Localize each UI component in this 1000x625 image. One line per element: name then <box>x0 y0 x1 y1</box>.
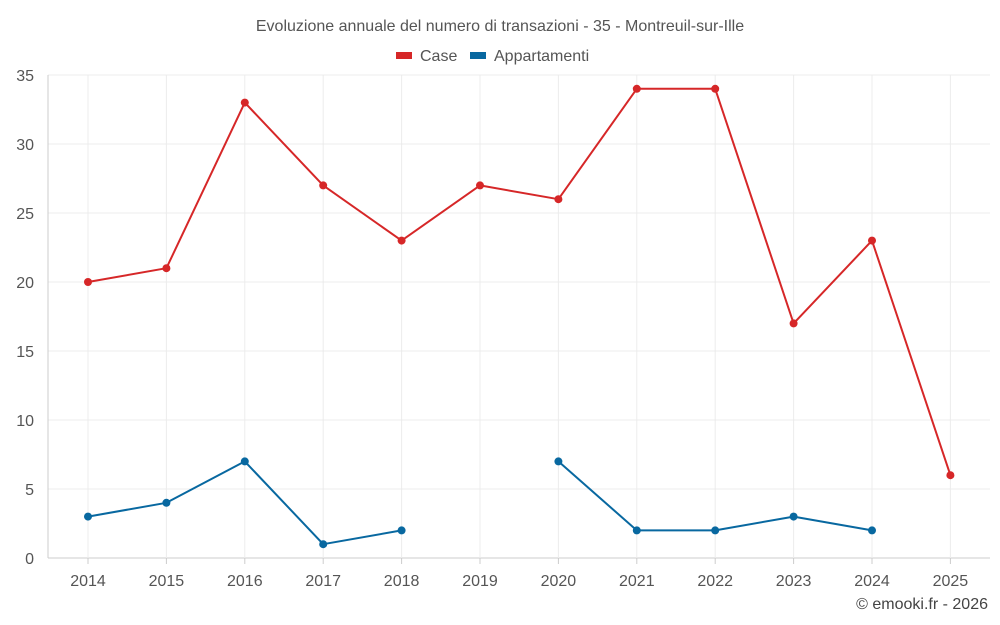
data-point[interactable] <box>711 526 720 535</box>
data-point[interactable] <box>789 319 798 328</box>
series-line <box>87 87 952 476</box>
data-point[interactable] <box>868 236 876 245</box>
data-point[interactable] <box>162 264 171 273</box>
legend: Case Appartamenti <box>396 48 589 65</box>
chart-credit: © emooki.fr - 2026 <box>856 596 988 613</box>
legend-item[interactable]: Appartamenti <box>470 48 589 65</box>
data-point[interactable] <box>554 457 563 466</box>
legend-label: Appartamenti <box>494 48 589 65</box>
y-tick-label: 10 <box>16 413 34 430</box>
y-tick-label: 35 <box>16 68 34 85</box>
data-point[interactable] <box>240 457 249 466</box>
data-point[interactable] <box>711 84 720 93</box>
legend-item[interactable]: Case <box>396 48 457 65</box>
series-case <box>84 84 955 480</box>
data-point[interactable] <box>162 498 171 507</box>
data-point[interactable] <box>476 181 484 190</box>
data-point[interactable] <box>397 236 406 245</box>
data-point[interactable] <box>397 526 406 535</box>
legend-swatch <box>396 52 412 59</box>
x-tick-label: 2022 <box>697 573 733 590</box>
legend-swatch <box>470 52 486 59</box>
data-point[interactable] <box>632 526 641 535</box>
x-tick-label: 2020 <box>541 573 577 590</box>
data-point[interactable] <box>789 512 798 521</box>
data-point[interactable] <box>84 512 92 521</box>
data-point[interactable] <box>84 278 92 286</box>
x-tick-label: 2025 <box>933 573 969 590</box>
x-tick-label: 2015 <box>149 573 185 590</box>
chart-title: Evoluzione annuale del numero di transaz… <box>256 18 744 35</box>
y-tick-label: 20 <box>16 275 34 292</box>
x-tick-label: 2019 <box>462 573 498 590</box>
data-point[interactable] <box>554 195 563 204</box>
data-point[interactable] <box>632 84 641 93</box>
data-point[interactable] <box>319 540 328 549</box>
data-point[interactable] <box>946 471 955 480</box>
legend-label: Case <box>420 48 457 65</box>
data-point[interactable] <box>319 181 328 190</box>
x-tick-label: 2018 <box>384 573 420 590</box>
x-tick-label: 2021 <box>619 573 655 590</box>
y-tick-label: 30 <box>16 137 34 154</box>
y-tick-label: 5 <box>25 482 34 499</box>
series-layer <box>84 84 955 549</box>
x-tick-label: 2017 <box>305 573 341 590</box>
grid <box>48 74 990 559</box>
x-tick-label: 2024 <box>854 573 890 590</box>
x-tick-label: 2014 <box>70 573 106 590</box>
y-tick-label: 15 <box>16 344 34 361</box>
data-point[interactable] <box>240 98 249 107</box>
y-tick-label: 25 <box>16 206 34 223</box>
y-tick-label: 0 <box>25 551 34 568</box>
x-tick-label: 2016 <box>227 573 263 590</box>
x-tick-label: 2023 <box>776 573 812 590</box>
data-point[interactable] <box>868 526 876 535</box>
series-appartamenti <box>84 457 876 549</box>
